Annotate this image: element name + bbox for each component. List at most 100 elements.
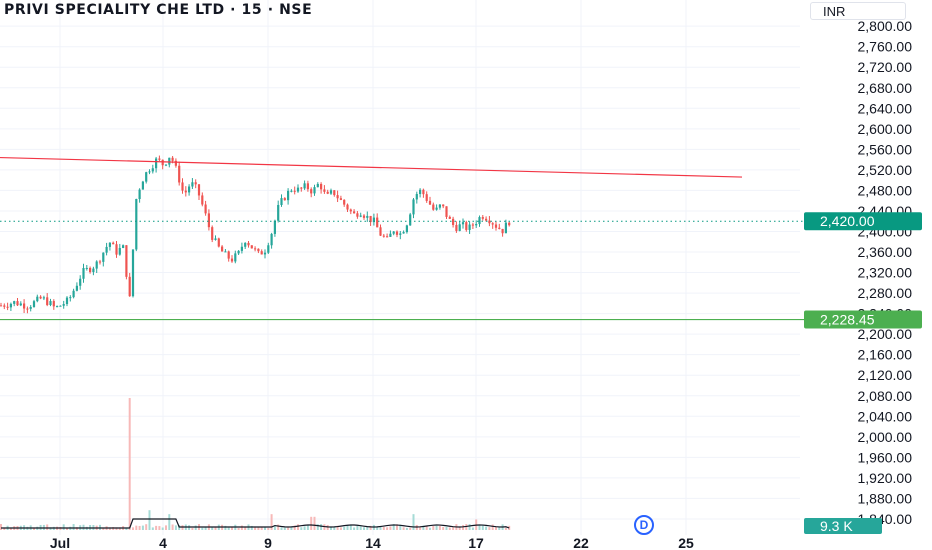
x-axis: Jul 4 9 14 17 22 25 [50, 535, 694, 550]
currency-selector[interactable]: INR [810, 2, 906, 20]
candle-body [188, 186, 191, 193]
y-tick-label: 1,960.00 [858, 449, 913, 465]
candle-body [296, 187, 300, 192]
volume-bar [468, 524, 471, 530]
candle-body [326, 191, 329, 194]
candle-body [194, 182, 197, 185]
candle-body [19, 303, 22, 306]
candle-body [273, 220, 276, 234]
candle-body [372, 217, 375, 223]
y-tick-label: 2,040.00 [858, 408, 913, 424]
candle-body [125, 245, 128, 277]
candle-body [112, 242, 115, 245]
candle-body [197, 184, 201, 196]
candle-body [122, 245, 125, 248]
volume-bar [115, 527, 118, 530]
candle-body [300, 187, 303, 189]
volume-bar [277, 524, 280, 530]
volume-bar [349, 525, 352, 530]
volume-bar [412, 514, 415, 530]
candle-body [52, 301, 55, 307]
volume-bar [237, 527, 240, 530]
candle-body [181, 182, 184, 191]
candle-body [267, 245, 270, 253]
candle-body [468, 224, 471, 230]
volume-bar [353, 527, 356, 530]
volume-bar [191, 527, 194, 530]
candle-body [425, 194, 428, 201]
candle-body [211, 227, 214, 240]
volume-bar [293, 525, 296, 530]
candle-body [316, 183, 319, 188]
volume-bar [435, 525, 438, 530]
candle-body [405, 225, 408, 233]
candle-body [224, 251, 227, 253]
volume-bar [224, 525, 227, 530]
volume-bar [402, 527, 405, 530]
candle-body [9, 303, 12, 308]
volume-bar [399, 524, 402, 530]
x-tick-label: 9 [264, 535, 272, 550]
volume-bar [211, 527, 214, 530]
y-tick-label: 2,680.00 [858, 80, 913, 96]
y-tick-label: 2,640.00 [858, 100, 913, 116]
candle-body [458, 224, 461, 231]
candle-body [155, 158, 158, 169]
candle-body [260, 251, 263, 255]
volume-bar [148, 510, 151, 530]
y-tick-label: 2,160.00 [858, 347, 913, 363]
candle-body [138, 189, 141, 200]
candle-body [105, 246, 108, 253]
candle-body [102, 252, 105, 262]
candle-body [386, 236, 389, 238]
candle-body [435, 207, 438, 210]
candle-body [158, 158, 161, 160]
volume-bar [495, 526, 497, 530]
candle-body [16, 301, 19, 306]
candle-body [409, 214, 412, 226]
candle-body [191, 182, 194, 187]
candle-body [485, 218, 488, 221]
candle-body [323, 189, 326, 192]
candle-body [270, 233, 273, 246]
candle-body [128, 276, 131, 297]
volume-bar [379, 526, 382, 530]
y-tick-label: 2,600.00 [858, 121, 913, 137]
y-tick-label: 2,560.00 [858, 141, 913, 157]
volume-bar [108, 527, 111, 530]
volume-bar [214, 527, 217, 530]
volume-bar [485, 526, 488, 530]
volume-bar [165, 525, 167, 530]
volume-bar [448, 527, 451, 530]
volume-bar [316, 524, 319, 530]
candle-body [89, 267, 92, 273]
resistance-trendline[interactable] [0, 156, 743, 178]
candle-body [491, 223, 494, 225]
candle-body [306, 183, 309, 190]
candle-body [471, 224, 474, 226]
candle-body [445, 206, 448, 217]
candle-body [395, 231, 399, 235]
volume-bar [458, 527, 461, 530]
candle-body [277, 204, 280, 221]
y-tick-label: 2,760.00 [858, 39, 913, 55]
candle-body [343, 199, 346, 205]
volume-bar [429, 527, 431, 530]
volume-bar [257, 527, 260, 530]
volume-bar [369, 525, 372, 530]
volume-bar [158, 526, 161, 530]
candle-body [131, 249, 135, 297]
dividend-icon[interactable]: D [634, 515, 654, 535]
volume-bar [363, 527, 365, 530]
last-price-label: 2,420.00 [820, 213, 875, 229]
candle-body [221, 246, 224, 252]
volume-bar [194, 525, 197, 530]
candle-body [508, 222, 511, 226]
candles-layer [0, 155, 511, 314]
volume-bar [132, 527, 134, 530]
candle-body [29, 306, 32, 309]
candle-body [168, 157, 171, 165]
candle-body [455, 224, 458, 231]
candle-body [250, 245, 253, 249]
